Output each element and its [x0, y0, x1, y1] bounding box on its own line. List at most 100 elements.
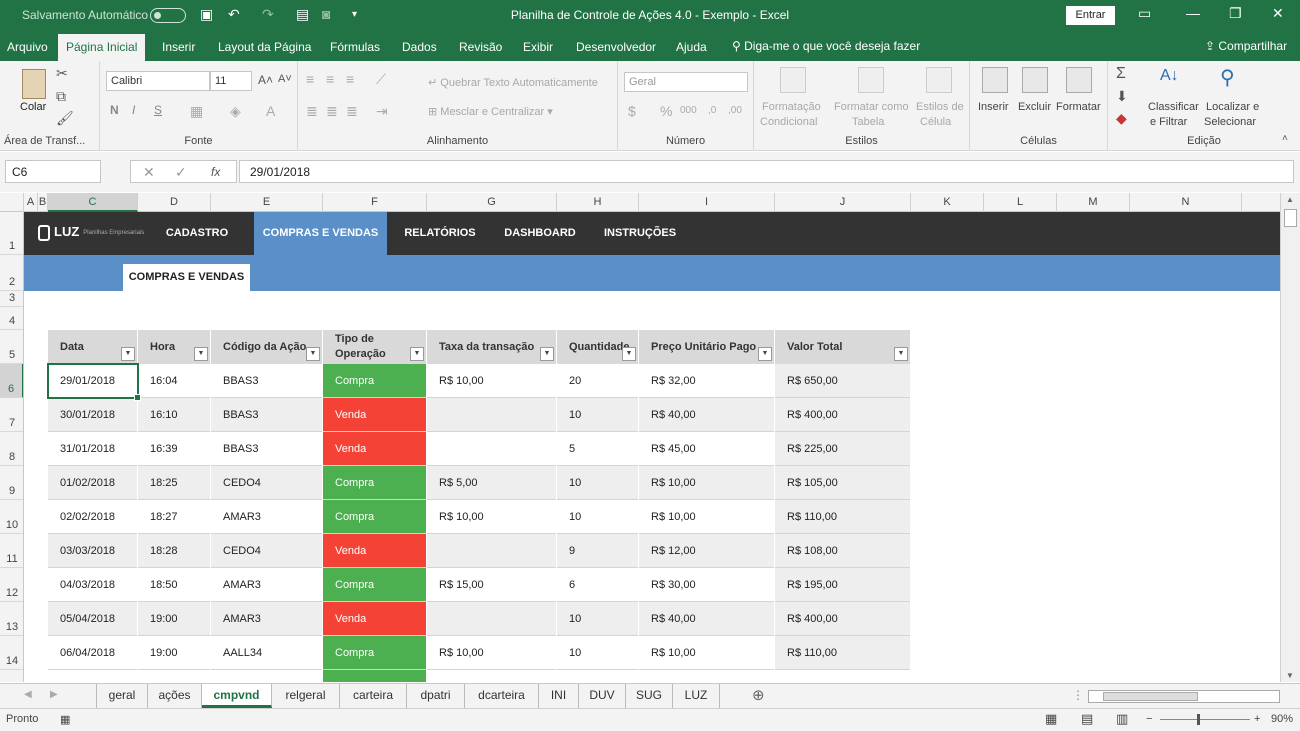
- filter-dropdown-icon[interactable]: ▼: [194, 347, 208, 361]
- cell-tipo[interactable]: Compra: [323, 500, 426, 534]
- column-header-j[interactable]: J: [775, 193, 911, 212]
- column-header-c[interactable]: C: [48, 193, 138, 212]
- cell-preco[interactable]: R$ 10,00: [639, 636, 774, 670]
- sheet-tab-acoes[interactable]: ações: [148, 684, 202, 708]
- cell-valor-total[interactable]: R$ 110,00: [775, 500, 910, 534]
- cell-tipo[interactable]: Venda: [323, 432, 426, 466]
- cell-valor-total[interactable]: R$ 195,00: [775, 568, 910, 602]
- cell-quantidade[interactable]: 20: [557, 364, 638, 398]
- filter-dropdown-icon[interactable]: ▼: [540, 347, 554, 361]
- align-middle-icon[interactable]: ≡: [326, 71, 335, 87]
- tab-exibir[interactable]: Exibir: [523, 40, 554, 54]
- nav-cadastro[interactable]: CADASTRO: [165, 227, 229, 239]
- cell-data[interactable]: 03/03/2018: [48, 534, 137, 568]
- row-header-2[interactable]: 2: [0, 255, 23, 291]
- sheet-tab-relgeral[interactable]: relgeral: [272, 684, 340, 708]
- filter-dropdown-icon[interactable]: ▼: [121, 347, 135, 361]
- horizontal-scrollbar[interactable]: [1088, 690, 1280, 703]
- cell-valor-total[interactable]: R$ 400,00: [775, 602, 910, 636]
- cancel-icon[interactable]: ✕: [143, 164, 155, 180]
- cell-data[interactable]: 29/01/2018: [48, 364, 137, 398]
- font-color-icon[interactable]: A: [266, 103, 276, 119]
- row-header-14[interactable]: 14: [0, 636, 23, 670]
- conditional-format-icon[interactable]: [780, 67, 806, 93]
- filter-dropdown-icon[interactable]: ▼: [758, 347, 772, 361]
- row-header-9[interactable]: 9: [0, 466, 23, 500]
- cell-quantidade[interactable]: 10: [557, 602, 638, 636]
- cell-styles-button[interactable]: Estilos de: [916, 101, 964, 113]
- align-top-icon[interactable]: ≡: [306, 71, 315, 87]
- zoom-slider[interactable]: [1160, 719, 1250, 720]
- cell-data[interactable]: 01/02/2018: [48, 466, 137, 500]
- column-header-i[interactable]: I: [639, 193, 775, 212]
- cell-quantidade[interactable]: 5: [557, 432, 638, 466]
- find-select-icon[interactable]: ⚲: [1220, 67, 1235, 89]
- zoom-in-icon[interactable]: +: [1254, 713, 1261, 725]
- currency-icon[interactable]: $: [628, 103, 636, 119]
- row-header-6[interactable]: 6: [0, 364, 23, 398]
- save-icon[interactable]: ▣: [200, 6, 214, 22]
- enter-icon[interactable]: ✓: [175, 164, 187, 180]
- cell-preco[interactable]: R$ 32,00: [639, 364, 774, 398]
- increase-decimal-icon[interactable]: ,0: [708, 105, 717, 116]
- cell-tipo[interactable]: Compra: [323, 568, 426, 602]
- undo-icon[interactable]: ↶: [228, 6, 240, 22]
- cell-hora[interactable]: 19:00: [138, 636, 210, 670]
- scroll-up-icon[interactable]: ▲: [1286, 195, 1294, 204]
- cell-preco[interactable]: R$ 45,00: [639, 432, 774, 466]
- align-left-icon[interactable]: ≣: [306, 103, 318, 119]
- sheet-tab-carteira[interactable]: carteira: [340, 684, 407, 708]
- normal-view-icon[interactable]: ▦: [1045, 711, 1058, 726]
- sheet-tab-cmpvnd[interactable]: cmpvnd: [202, 684, 272, 708]
- column-header-b[interactable]: B: [38, 193, 48, 212]
- ribbon-display-icon[interactable]: ▭: [1138, 5, 1152, 21]
- cell-preco[interactable]: R$ 10,00: [639, 500, 774, 534]
- cell-tipo[interactable]: Venda: [323, 602, 426, 636]
- cell-tipo[interactable]: Venda: [323, 534, 426, 568]
- cell-quantidade[interactable]: 10: [557, 398, 638, 432]
- restore-icon[interactable]: ❐: [1229, 5, 1242, 21]
- name-box[interactable]: C6: [5, 160, 101, 183]
- number-format-select[interactable]: Geral: [624, 72, 748, 92]
- row-header-4[interactable]: 4: [0, 307, 23, 330]
- format-cells-button[interactable]: Formatar: [1056, 101, 1101, 113]
- align-bottom-icon[interactable]: ≡: [346, 71, 355, 87]
- row-header-13[interactable]: 13: [0, 602, 23, 636]
- filter-dropdown-icon[interactable]: ▼: [894, 347, 908, 361]
- cell-quantidade[interactable]: 10: [557, 500, 638, 534]
- cell-tipo[interactable]: Compra: [323, 364, 426, 398]
- wrap-text-button[interactable]: ↵ Quebrar Texto Automaticamente: [428, 77, 598, 89]
- row-header-12[interactable]: 12: [0, 568, 23, 602]
- cell-codigo[interactable]: AMAR3: [211, 568, 322, 602]
- cell-hora[interactable]: 16:39: [138, 432, 210, 466]
- align-right-icon[interactable]: ≣: [346, 103, 358, 119]
- sheet-tab-duv[interactable]: DUV: [579, 684, 626, 708]
- cell-taxa[interactable]: R$ 10,00: [427, 500, 556, 534]
- signin-button[interactable]: Entrar: [1066, 6, 1115, 25]
- autosum-icon[interactable]: Σ: [1116, 65, 1126, 82]
- tab-revisao[interactable]: Revisão: [459, 40, 503, 54]
- filter-dropdown-icon[interactable]: ▼: [306, 347, 320, 361]
- sheet-tab-ini[interactable]: INI: [539, 684, 579, 708]
- zoom-out-icon[interactable]: −: [1146, 713, 1153, 725]
- camera-icon[interactable]: ◙: [322, 6, 331, 22]
- cell-quantidade[interactable]: 10: [557, 466, 638, 500]
- cell-tipo[interactable]: Compra: [323, 466, 426, 500]
- cell-preco[interactable]: R$ 30,00: [639, 568, 774, 602]
- cell-valor-total[interactable]: R$ 650,00: [775, 364, 910, 398]
- format-painter-icon[interactable]: 🖌: [56, 110, 74, 126]
- tab-layout[interactable]: Layout da Página: [218, 40, 312, 54]
- tab-dados[interactable]: Dados: [402, 40, 437, 54]
- prev-sheet-icon[interactable]: ◀: [24, 689, 32, 700]
- cell-hora[interactable]: 18:25: [138, 466, 210, 500]
- indent-icon[interactable]: ⇥: [376, 103, 388, 119]
- cell-valor-total[interactable]: R$ 108,00: [775, 534, 910, 568]
- percent-icon[interactable]: %: [660, 103, 673, 119]
- select-all-corner[interactable]: [0, 193, 24, 212]
- column-header-h[interactable]: H: [557, 193, 639, 212]
- cell-taxa[interactable]: R$ 10,00: [427, 636, 556, 670]
- sheet-tab-sug[interactable]: SUG: [626, 684, 673, 708]
- column-header-f[interactable]: F: [323, 193, 427, 212]
- font-size-select[interactable]: 11: [210, 71, 252, 91]
- collapse-ribbon-icon[interactable]: ˄: [1282, 133, 1288, 144]
